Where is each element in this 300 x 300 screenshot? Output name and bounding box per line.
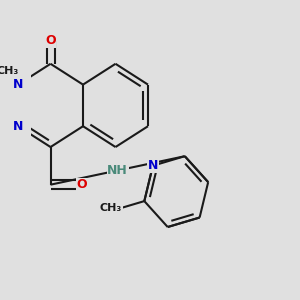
- Text: N: N: [13, 78, 23, 91]
- Text: CH₃: CH₃: [0, 66, 19, 76]
- Text: N: N: [13, 120, 23, 133]
- Text: NH: NH: [107, 164, 128, 177]
- Text: N: N: [148, 159, 158, 172]
- Text: O: O: [45, 34, 56, 47]
- Text: CH₃: CH₃: [100, 203, 122, 213]
- Text: O: O: [76, 178, 87, 191]
